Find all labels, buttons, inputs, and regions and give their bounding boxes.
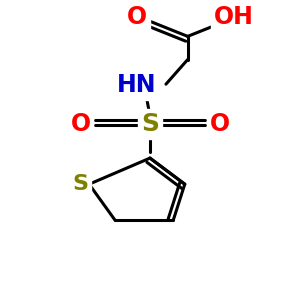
Text: OH: OH bbox=[214, 5, 254, 29]
Text: O: O bbox=[209, 112, 230, 136]
Text: S: S bbox=[72, 174, 88, 194]
Text: O: O bbox=[127, 5, 147, 29]
Text: O: O bbox=[70, 112, 91, 136]
Text: S: S bbox=[141, 112, 159, 136]
Text: HN: HN bbox=[117, 73, 157, 97]
